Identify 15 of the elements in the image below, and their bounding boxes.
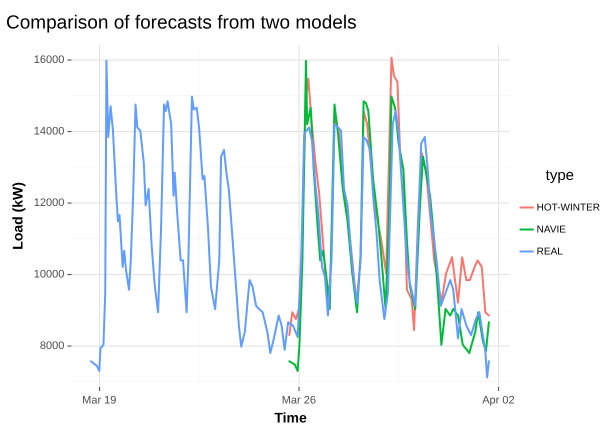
legend-label: NAVIE bbox=[536, 224, 566, 236]
y-tick-label: 8000 bbox=[40, 340, 64, 352]
y-axis-title: Load (kW) bbox=[9, 182, 26, 250]
legend-label: HOT-WINTER bbox=[536, 202, 600, 214]
x-tick-label: Mar 26 bbox=[282, 394, 316, 407]
x-tick-label: Mar 19 bbox=[82, 394, 116, 407]
x-axis-title: Time bbox=[274, 409, 307, 426]
y-tick-label: 10000 bbox=[34, 268, 64, 280]
x-tick-label: Apr 02 bbox=[482, 394, 515, 407]
y-tick-label: 12000 bbox=[34, 196, 64, 209]
y-tick-label: 14000 bbox=[34, 125, 64, 138]
y-tick-label: 16000 bbox=[34, 54, 64, 66]
legend-label: REAL bbox=[536, 246, 564, 258]
legend-title: type bbox=[546, 167, 574, 184]
chart-title: Comparison of forecasts from two models bbox=[6, 12, 357, 34]
